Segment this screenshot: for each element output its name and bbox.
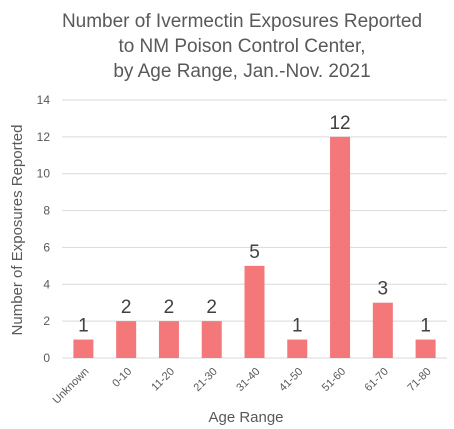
bar-11-20 bbox=[158, 321, 179, 358]
bar-0-10 bbox=[116, 321, 137, 358]
bar-31-40 bbox=[244, 265, 265, 358]
y-tick-label: 12 bbox=[37, 130, 51, 144]
data-label: 1 bbox=[420, 316, 431, 337]
data-label: 3 bbox=[378, 279, 389, 300]
y-tick-label: 10 bbox=[37, 167, 51, 181]
x-axis-title: Age Range bbox=[208, 409, 283, 426]
x-tick-label: 41-50 bbox=[277, 366, 305, 394]
x-tick-label: 31-40 bbox=[234, 366, 262, 394]
bar-21-30 bbox=[201, 321, 222, 358]
data-label: 2 bbox=[206, 297, 217, 318]
x-tick-label: 61-70 bbox=[363, 366, 391, 394]
chart-title-line-2: to NM Poison Control Center, bbox=[118, 36, 365, 57]
bar-41-50 bbox=[287, 339, 308, 358]
chart-title-line-1: Number of Ivermectin Exposures Reported bbox=[62, 11, 422, 32]
x-tick-label: 11-20 bbox=[149, 366, 177, 394]
y-axis-title: Number of Exposures Reported bbox=[9, 125, 26, 336]
y-tick-label: 8 bbox=[43, 204, 50, 218]
data-label: 12 bbox=[329, 113, 350, 134]
x-axis-ticks: Unknown 0-10 11-20 21-30 31-40 41-50 51-60 61-7… bbox=[51, 366, 434, 407]
chart-title: Number of Ivermectin Exposures Reported … bbox=[62, 11, 422, 82]
bars bbox=[73, 136, 436, 358]
x-tick-label: 51-60 bbox=[320, 366, 348, 394]
bar-61-70 bbox=[372, 302, 393, 358]
x-tick-label: 0-10 bbox=[110, 366, 134, 390]
x-tick-label: 21-30 bbox=[191, 366, 219, 394]
y-tick-label: 4 bbox=[43, 277, 50, 291]
bar-Unknown bbox=[73, 339, 94, 358]
data-label: 1 bbox=[292, 316, 303, 337]
x-tick-label: 71-80 bbox=[405, 366, 433, 394]
bar-71-80 bbox=[415, 339, 436, 358]
bar-51-60 bbox=[330, 136, 351, 358]
data-label: 2 bbox=[121, 297, 132, 318]
x-tick-label: Unknown bbox=[51, 366, 92, 407]
data-label: 1 bbox=[78, 316, 89, 337]
y-axis-ticks: 0 2 4 6 8 10 12 14 bbox=[37, 93, 51, 365]
y-tick-label: 6 bbox=[43, 240, 50, 254]
y-tick-label: 2 bbox=[43, 314, 50, 328]
y-tick-label: 14 bbox=[37, 93, 51, 107]
chart-title-line-3: by Age Range, Jan.-Nov. 2021 bbox=[113, 61, 370, 82]
y-tick-label: 0 bbox=[43, 351, 50, 365]
data-label: 5 bbox=[249, 242, 260, 263]
data-label: 2 bbox=[164, 297, 175, 318]
